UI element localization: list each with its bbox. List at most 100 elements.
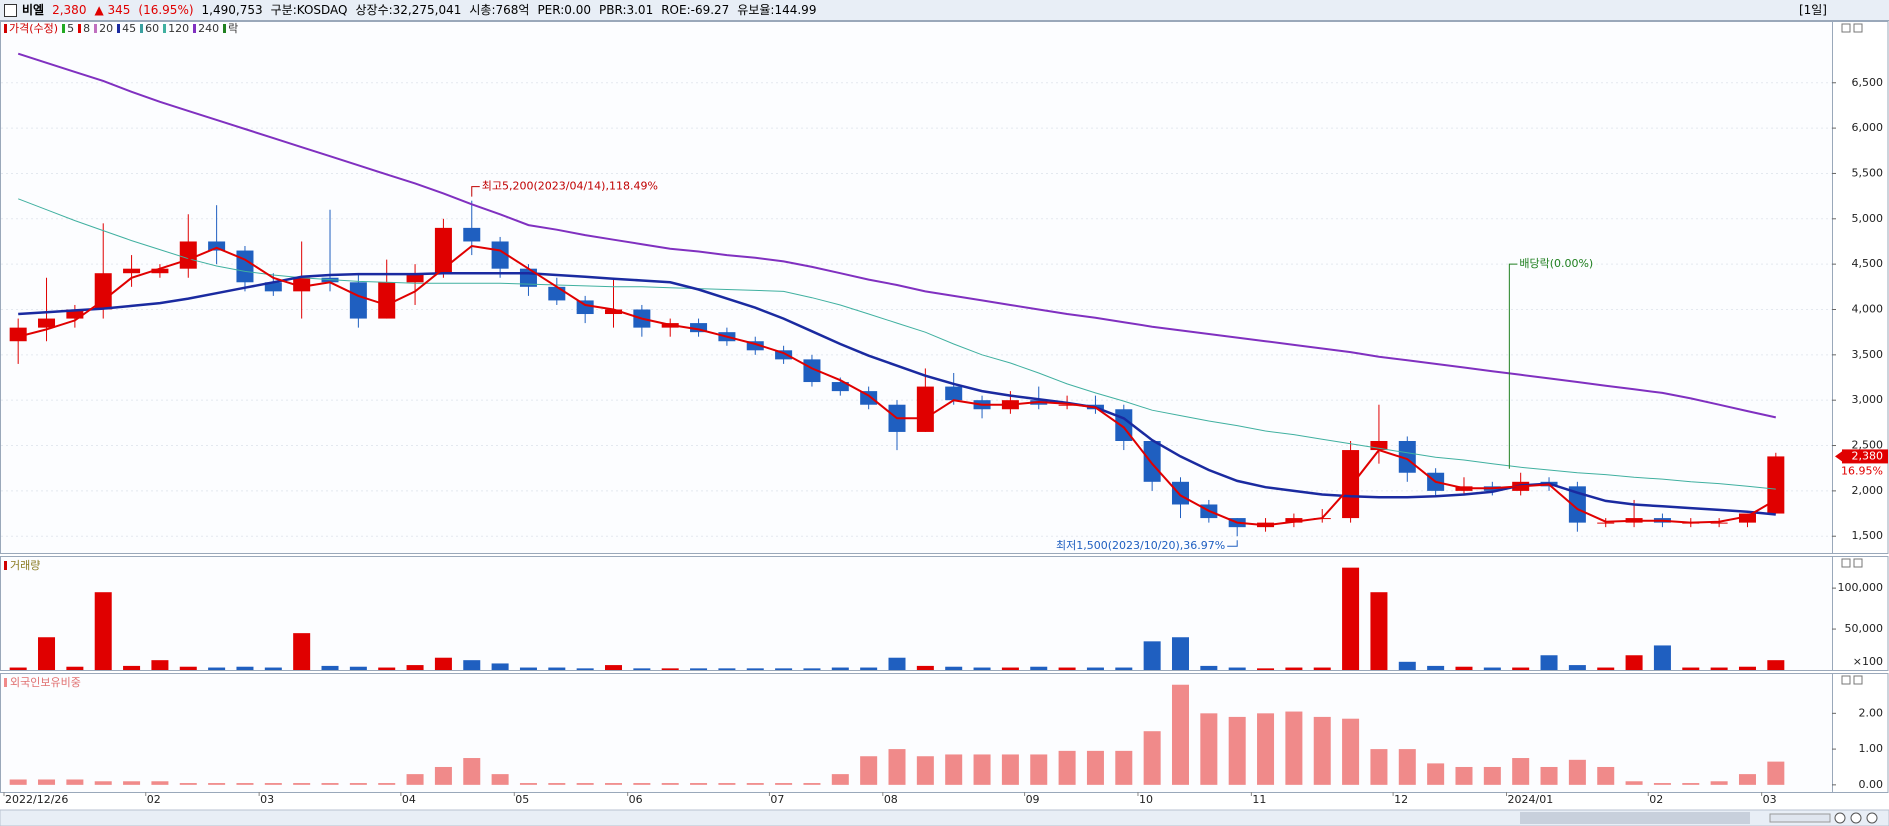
period-button[interactable]: [1일] — [1798, 3, 1827, 17]
panel-button[interactable] — [1853, 23, 1863, 33]
candle-body — [378, 282, 396, 319]
bar — [1086, 667, 1104, 670]
bar — [1313, 667, 1331, 670]
zoom-button[interactable] — [1866, 812, 1878, 824]
panel-button[interactable] — [1841, 23, 1851, 33]
y-tick-label: 6,500 — [1852, 76, 1884, 89]
bar — [916, 665, 934, 670]
bar — [1342, 718, 1360, 785]
bar — [690, 668, 708, 670]
bar — [633, 783, 651, 785]
x-tick-label: 11 — [1252, 793, 1266, 806]
checkbox[interactable] — [4, 4, 17, 17]
ma-line — [17, 52, 1777, 419]
last-change: 16.95% — [1841, 464, 1883, 477]
zoom-button[interactable] — [1834, 812, 1846, 824]
bar — [293, 633, 311, 670]
bar — [236, 666, 254, 670]
bar — [690, 783, 708, 785]
x-tick-label: 04 — [402, 793, 416, 806]
candle-body — [66, 309, 84, 319]
candle-body — [1738, 513, 1756, 523]
bar — [1568, 759, 1586, 785]
bar — [1143, 641, 1161, 670]
bar — [1398, 661, 1416, 670]
bar — [378, 783, 396, 785]
bar — [860, 667, 878, 670]
header-item: PBR:3.01 — [599, 3, 654, 17]
header-item: PER:0.00 — [537, 3, 591, 17]
annotation: 최저1,500(2023/10/20),36.97% — [1056, 539, 1225, 552]
bar — [321, 665, 339, 670]
bar — [1228, 716, 1246, 785]
bar — [1398, 749, 1416, 785]
bar — [519, 783, 537, 785]
bar — [1427, 665, 1445, 670]
bar — [1370, 749, 1388, 785]
bar — [1200, 665, 1218, 670]
bar — [66, 666, 84, 670]
bar — [916, 756, 934, 785]
x-tick-label: 06 — [629, 793, 643, 806]
panel-button[interactable] — [1853, 675, 1863, 685]
bar — [831, 774, 849, 785]
y-tick-label: 2.00 — [1859, 706, 1884, 719]
bar — [661, 668, 679, 670]
panel-button[interactable] — [1841, 558, 1851, 568]
bar — [1710, 781, 1728, 785]
bar — [321, 783, 339, 785]
panel-button[interactable] — [1853, 558, 1863, 568]
y-tick-label: 3,000 — [1852, 393, 1884, 406]
header-bar: [1일] 비엘 2,380 ▲ 345 (16.95%) 1,490,753 구분:KOSD… — [0, 0, 1889, 21]
candle-body — [831, 382, 849, 392]
bar — [1285, 667, 1303, 670]
bar — [1483, 766, 1501, 785]
x-tick-label: 12 — [1394, 793, 1408, 806]
ma-line — [18, 271, 1776, 516]
bar — [1086, 750, 1104, 785]
bar — [1228, 667, 1246, 670]
bar — [746, 783, 764, 785]
bar — [605, 783, 623, 785]
panel-frame — [0, 673, 1833, 793]
bar — [491, 663, 509, 670]
bar — [179, 666, 197, 670]
bar — [1597, 766, 1615, 785]
bar — [1710, 667, 1728, 670]
bar — [1143, 731, 1161, 785]
ma-line — [17, 244, 1777, 527]
bar — [661, 783, 679, 785]
bar — [1653, 783, 1671, 785]
bar — [803, 668, 821, 670]
bar — [406, 774, 424, 785]
bar — [463, 758, 481, 785]
candle-body — [1370, 440, 1388, 451]
bar — [9, 667, 27, 670]
bar — [293, 783, 311, 785]
header-item: ROE:-69.27 — [661, 3, 730, 17]
x-tick-label: 02 — [1649, 793, 1663, 806]
candle-body — [1058, 404, 1076, 406]
x-tick-label: 07 — [770, 793, 784, 806]
header-item: 시총:768억 — [469, 3, 530, 17]
zoom-button[interactable] — [1850, 812, 1862, 824]
bar — [463, 660, 481, 670]
bar — [1738, 774, 1756, 785]
candle-body — [1398, 440, 1416, 473]
panel-button[interactable] — [1841, 675, 1851, 685]
bar — [519, 667, 537, 670]
candle-body — [434, 227, 452, 274]
zoom-slider[interactable] — [1769, 813, 1831, 823]
bar — [1568, 665, 1586, 670]
candle-body — [548, 286, 566, 301]
bar — [179, 783, 197, 785]
bar — [1030, 754, 1048, 785]
legend-item: 120 — [163, 22, 189, 35]
bar — [1512, 758, 1530, 785]
candle-body — [916, 386, 934, 432]
bar — [1257, 713, 1275, 785]
candle-body — [94, 273, 112, 310]
candle-body — [179, 241, 197, 269]
axis-frame — [1832, 21, 1889, 554]
scrollbar-thumb[interactable] — [1520, 812, 1750, 824]
